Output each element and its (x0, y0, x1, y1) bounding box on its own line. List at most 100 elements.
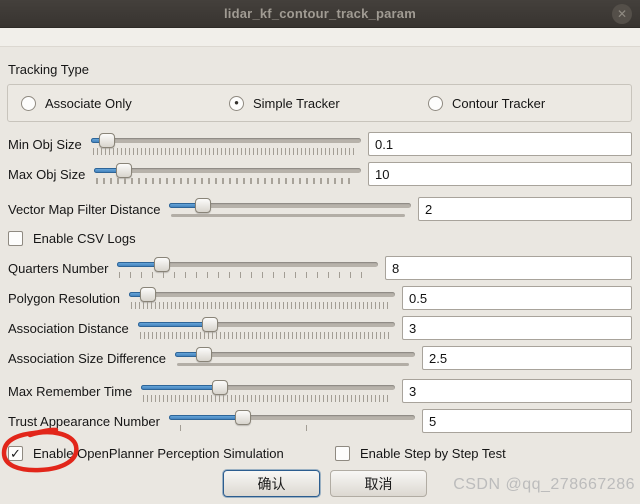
slider-track[interactable] (129, 292, 395, 297)
slider-track[interactable] (175, 352, 415, 357)
slider-ticks (139, 332, 389, 339)
radio-option-associate-only[interactable]: Associate Only (21, 85, 132, 121)
param-row-min-obj-size: Min Obj Size (8, 131, 632, 157)
param-label: Association Distance (8, 320, 129, 336)
slider-track[interactable] (94, 168, 361, 173)
slider-ticks (170, 425, 409, 432)
slider-ticks (96, 178, 355, 184)
checkbox-icon[interactable]: ✓ (8, 445, 23, 461)
min-obj-size-slider[interactable] (90, 131, 361, 157)
title-bar: lidar_kf_contour_track_param ✕ (0, 0, 640, 28)
csdn-watermark: CSDN @qq_278667286 (453, 476, 635, 493)
checkbox-label: Enable OpenPlanner Perception Simulation (33, 445, 284, 461)
slider-track[interactable] (168, 415, 415, 420)
cancel-button[interactable]: 取消 (330, 470, 427, 497)
slider-handle[interactable] (115, 163, 132, 178)
confirm-button[interactable]: 确认 (223, 470, 320, 497)
slider-track[interactable] (117, 262, 378, 267)
slider-handle[interactable] (195, 347, 212, 362)
param-label: Max Obj Size (8, 166, 86, 182)
param-label: Association Size Difference (8, 350, 167, 366)
param-row-association-size-difference: Association Size Difference (8, 345, 632, 371)
association-distance-slider[interactable] (137, 315, 395, 341)
slider-ticks (92, 148, 355, 155)
slider-ticks (143, 395, 389, 402)
max-remember-time-slider[interactable] (141, 378, 395, 404)
trust-appearance-number-slider[interactable] (168, 408, 415, 434)
slider-ticks (131, 302, 389, 309)
param-row-trust-appearance-number: Trust Appearance Number (8, 408, 632, 434)
slider-ticks (119, 272, 372, 278)
param-label: Max Remember Time (8, 383, 133, 399)
csv-logs-checkbox-row[interactable]: Enable CSV Logs (8, 230, 136, 246)
radio-option-contour-tracker[interactable]: Contour Tracker (428, 85, 545, 121)
vector-map-filter-distance-slider[interactable] (169, 196, 411, 222)
slider-handle[interactable] (211, 380, 228, 395)
quarters-number-slider[interactable] (117, 255, 378, 281)
checkbox-label: Enable CSV Logs (33, 230, 136, 246)
param-label: Vector Map Filter Distance (8, 201, 161, 217)
radio-option-simple-tracker[interactable]: ● Simple Tracker (229, 85, 340, 121)
slider-fill (175, 352, 204, 357)
slider-handle[interactable] (139, 287, 156, 302)
tracking-type-label: Tracking Type (8, 62, 89, 77)
step-test-checkbox-row[interactable]: Enable Step by Step Test (335, 445, 506, 461)
trust-appearance-number-input[interactable] (422, 409, 632, 433)
param-label: Quarters Number (8, 260, 109, 276)
param-label: Min Obj Size (8, 136, 82, 152)
radio-icon[interactable]: ● (229, 95, 244, 111)
param-row-association-distance: Association Distance (8, 315, 632, 341)
param-label: Trust Appearance Number (8, 413, 160, 429)
polygon-resolution-input[interactable] (402, 286, 632, 310)
tracking-type-group: Associate Only ● Simple Tracker Contour … (7, 84, 632, 122)
param-row-vector-map-filter-distance: Vector Map Filter Distance (8, 196, 632, 222)
radio-label: Contour Tracker (452, 95, 546, 111)
slider-track[interactable] (141, 385, 395, 390)
checkbox-label: Enable Step by Step Test (360, 445, 506, 461)
slider-fill (137, 322, 210, 327)
slider-fill (169, 203, 204, 208)
slider-fill (168, 415, 243, 420)
window-title: lidar_kf_contour_track_param (223, 6, 416, 21)
max-obj-size-input[interactable] (368, 162, 632, 186)
radio-label: Associate Only (45, 95, 132, 111)
param-row-quarters-number: Quarters Number (8, 255, 632, 281)
slider-handle[interactable] (153, 257, 170, 272)
slider-fill (129, 292, 148, 297)
param-row-max-remember-time: Max Remember Time (8, 378, 632, 404)
openplanner-sim-checkbox-row[interactable]: ✓ Enable OpenPlanner Perception Simulati… (8, 445, 284, 461)
radio-icon[interactable] (428, 95, 443, 111)
vector-map-filter-distance-input[interactable] (418, 197, 632, 221)
slider-fill (141, 385, 220, 390)
slider-handle[interactable] (195, 198, 212, 213)
checkbox-icon[interactable] (8, 230, 23, 246)
quarters-number-input[interactable] (385, 256, 632, 280)
close-icon[interactable]: ✕ (612, 4, 632, 24)
min-obj-size-input[interactable] (368, 132, 632, 156)
slider-handle[interactable] (98, 133, 115, 148)
param-row-polygon-resolution: Polygon Resolution (8, 285, 632, 311)
slider-handle[interactable] (201, 317, 218, 332)
slider-handle[interactable] (234, 410, 251, 425)
slider-track[interactable] (137, 322, 395, 327)
slider-track[interactable] (169, 203, 411, 208)
association-distance-input[interactable] (402, 316, 632, 340)
param-row-max-obj-size: Max Obj Size (8, 161, 632, 187)
slider-fill (90, 138, 107, 143)
max-remember-time-input[interactable] (402, 379, 632, 403)
slider-fill (94, 168, 124, 173)
association-size-difference-input[interactable] (422, 346, 632, 370)
max-obj-size-slider[interactable] (94, 161, 361, 187)
polygon-resolution-slider[interactable] (129, 285, 395, 311)
menu-strip (0, 28, 640, 47)
slider-ticks (171, 214, 405, 217)
radio-icon[interactable] (21, 95, 36, 111)
slider-fill (117, 262, 162, 267)
slider-track[interactable] (90, 138, 361, 143)
slider-ticks (177, 363, 409, 366)
association-size-difference-slider[interactable] (175, 345, 415, 371)
checkbox-icon[interactable] (335, 445, 350, 461)
radio-label: Simple Tracker (253, 95, 340, 111)
param-label: Polygon Resolution (8, 290, 121, 306)
